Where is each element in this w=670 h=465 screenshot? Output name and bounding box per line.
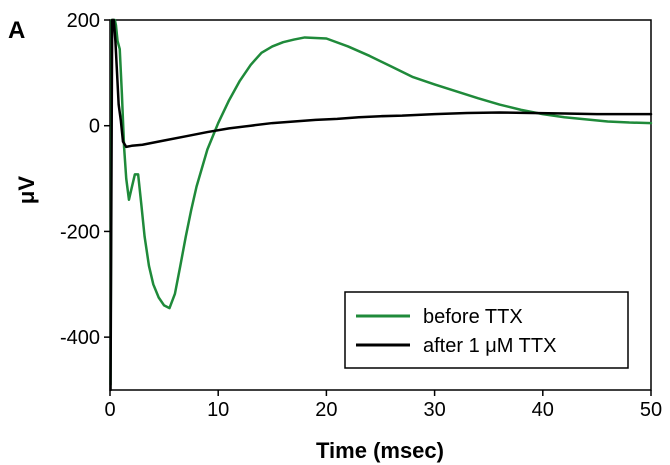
x-tick-label-20: 20 xyxy=(315,399,337,421)
y-axis-label: μV xyxy=(14,176,39,204)
x-tick-label-10: 10 xyxy=(207,399,229,421)
y-tick-label--200: -200 xyxy=(60,221,100,243)
series-layer xyxy=(109,18,653,392)
x-tick-label-0: 0 xyxy=(104,399,115,421)
y-tick-label--400: -400 xyxy=(60,327,100,349)
y-tick-label-200: 200 xyxy=(67,10,100,32)
legend-box xyxy=(344,291,629,369)
x-axis-label: Time (msec) xyxy=(316,438,444,463)
legend: before TTX after 1 μM TTX xyxy=(344,291,629,369)
legend-label-after-ttx: after 1 μM TTX xyxy=(423,335,556,357)
series-line-0 xyxy=(109,18,653,386)
legend-label-before-ttx: before TTX xyxy=(423,306,523,328)
y-tick-label-0: 0 xyxy=(89,116,100,138)
panel-label: A xyxy=(8,17,25,44)
x-tick-label-50: 50 xyxy=(640,399,662,421)
x-tick-label-40: 40 xyxy=(532,399,554,421)
x-tick-label-30: 30 xyxy=(423,399,445,421)
series-line-1 xyxy=(109,18,653,392)
ticks-layer: 0 10 20 30 40 50 200 0 -200 -400 xyxy=(60,10,662,421)
